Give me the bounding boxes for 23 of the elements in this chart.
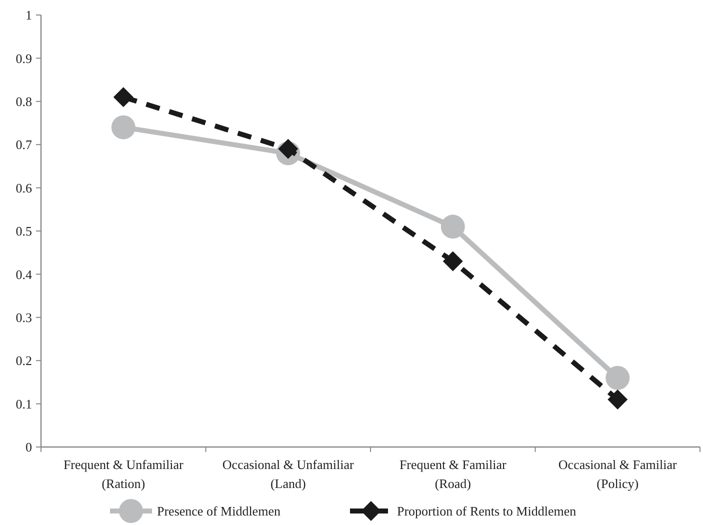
y-tick-label: 0.8 xyxy=(16,94,32,109)
y-tick-label: 0.1 xyxy=(16,396,32,412)
point xyxy=(440,214,465,239)
point xyxy=(606,366,630,390)
x-tick-label: Frequent & Unfamiliar (Ration) xyxy=(63,457,184,491)
point xyxy=(608,389,628,410)
point xyxy=(111,115,136,140)
y-tick-label: 0.3 xyxy=(16,310,32,325)
y-tick-label: 0.2 xyxy=(16,353,32,368)
legend-label: Proportion of Rents to Middlemen xyxy=(397,504,577,519)
y-tick-label: 0.4 xyxy=(16,266,32,282)
x-tick-label: Occasional & Unfamiliar (Land) xyxy=(222,457,354,491)
point xyxy=(113,87,134,108)
point xyxy=(442,251,463,272)
x-tick-label: Occasional & Familiar (Policy) xyxy=(558,457,678,491)
y-tick-label: 0.6 xyxy=(16,180,32,196)
y-tick-label: 0.7 xyxy=(16,137,32,152)
y-tick-label: 0.9 xyxy=(16,50,32,66)
legend-label: Presence of Middlemen xyxy=(157,504,281,519)
y-tick-label: 0.5 xyxy=(16,224,32,239)
y-tick-label: 1 xyxy=(26,8,32,23)
y-tick-label: 0 xyxy=(26,440,32,455)
x-tick-label: Frequent & Familiar (Road) xyxy=(399,457,507,491)
